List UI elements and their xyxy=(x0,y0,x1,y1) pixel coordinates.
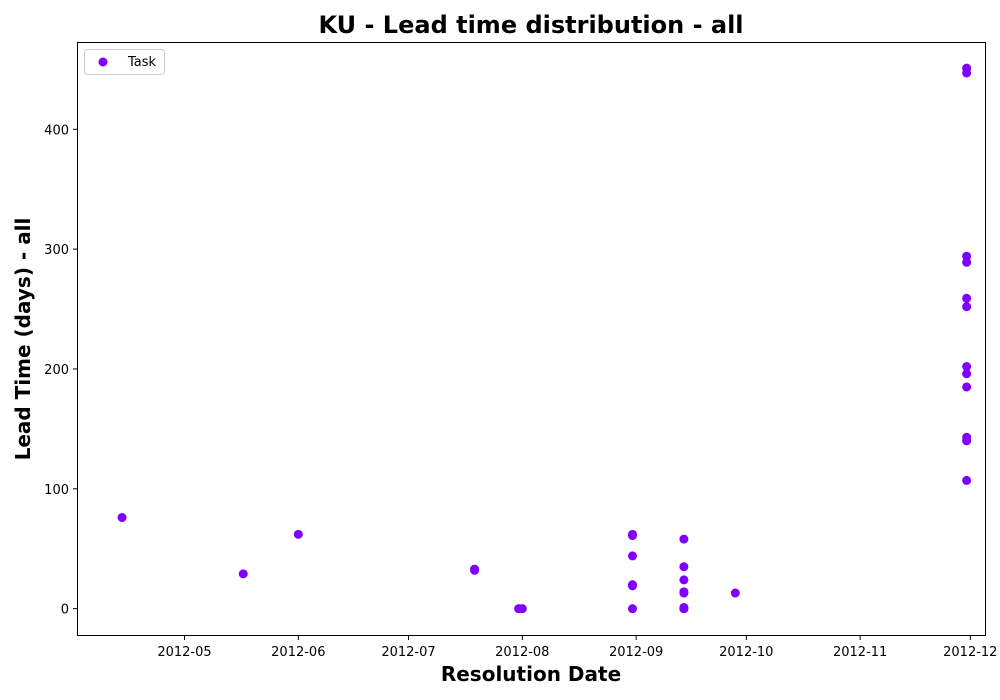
legend-box xyxy=(84,49,165,75)
x-tick-label: 2012-05 xyxy=(157,645,211,660)
data-point xyxy=(962,293,972,303)
x-tick-label: 2012-11 xyxy=(833,645,887,660)
data-point xyxy=(962,436,972,446)
data-point xyxy=(679,575,689,585)
data-points xyxy=(117,63,972,614)
x-tick-label: 2012-08 xyxy=(495,645,549,660)
data-point xyxy=(627,604,637,614)
data-point xyxy=(627,531,637,541)
legend-marker xyxy=(98,57,108,67)
data-point xyxy=(730,588,740,598)
y-axis-ticks: 0 100 200 300 400 xyxy=(44,123,78,618)
y-tick-label: 0 xyxy=(61,603,69,618)
legend: Task xyxy=(84,49,165,75)
y-tick-label: 400 xyxy=(44,123,69,138)
plot-area-frame xyxy=(77,42,986,636)
data-point xyxy=(679,604,689,614)
x-axis-label: Resolution Date xyxy=(441,662,621,686)
y-tick-label: 200 xyxy=(44,363,69,378)
data-point xyxy=(517,604,527,614)
data-point xyxy=(962,68,972,78)
data-point xyxy=(962,362,972,372)
legend-entry-label: Task xyxy=(127,55,157,70)
chart-title: KU - Lead time distribution - all xyxy=(318,11,743,39)
data-point xyxy=(962,382,972,392)
data-point xyxy=(962,302,972,312)
data-point xyxy=(962,257,972,267)
data-point xyxy=(470,565,480,575)
y-tick-label: 300 xyxy=(44,243,69,258)
data-point xyxy=(238,569,248,579)
x-tick-label: 2012-09 xyxy=(609,645,663,660)
data-point xyxy=(293,529,303,539)
data-point xyxy=(627,551,637,561)
data-point xyxy=(679,562,689,572)
x-tick-label: 2012-07 xyxy=(381,645,435,660)
data-point xyxy=(627,581,637,591)
data-point xyxy=(117,513,127,523)
data-point xyxy=(962,369,972,379)
x-tick-label: 2012-12 xyxy=(943,645,997,660)
x-axis-ticks: 2012-05 2012-06 2012-07 2012-08 2012-09 2012-… xyxy=(157,635,997,660)
x-tick-label: 2012-06 xyxy=(271,645,325,660)
y-axis-label: Lead Time (days) - all xyxy=(11,218,35,461)
data-point xyxy=(962,475,972,485)
data-point xyxy=(679,588,689,598)
data-point xyxy=(679,534,689,544)
y-tick-label: 100 xyxy=(44,483,69,498)
x-tick-label: 2012-10 xyxy=(719,645,773,660)
